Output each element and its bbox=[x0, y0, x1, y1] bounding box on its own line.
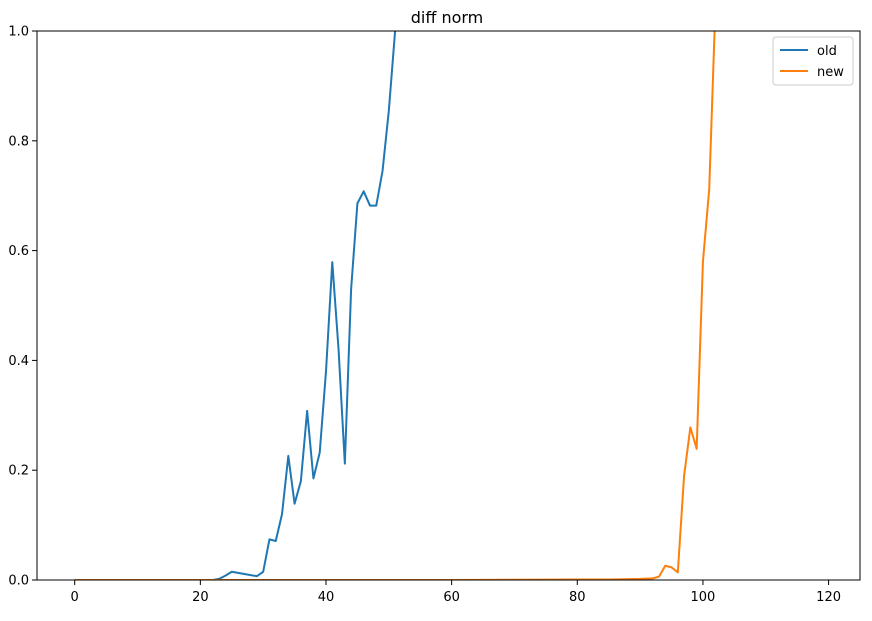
y-tick-label: 1.0 bbox=[8, 25, 29, 40]
x-tick-label: 80 bbox=[569, 590, 586, 605]
x-tick-label: 120 bbox=[816, 590, 841, 605]
series-line-old bbox=[74, 31, 397, 580]
y-tick-label: 0.8 bbox=[8, 134, 29, 149]
y-tick-label: 0.2 bbox=[8, 464, 29, 479]
legend: old new bbox=[772, 36, 854, 86]
x-tick-label: 60 bbox=[443, 590, 460, 605]
legend-label-new: new bbox=[817, 65, 844, 80]
x-tick-label: 20 bbox=[192, 590, 209, 605]
y-tick-label: 0.0 bbox=[8, 574, 29, 589]
y-tick-label: 0.4 bbox=[8, 354, 29, 369]
x-tick-label: 40 bbox=[318, 590, 335, 605]
x-tick-label: 0 bbox=[71, 590, 79, 605]
plot-frame bbox=[36, 30, 861, 581]
legend-label-old: old bbox=[817, 44, 837, 59]
chart-title: diff norm bbox=[411, 8, 484, 27]
series-line-new bbox=[74, 31, 716, 580]
x-tick-label: 100 bbox=[691, 590, 716, 605]
y-tick-label: 0.6 bbox=[8, 244, 29, 259]
